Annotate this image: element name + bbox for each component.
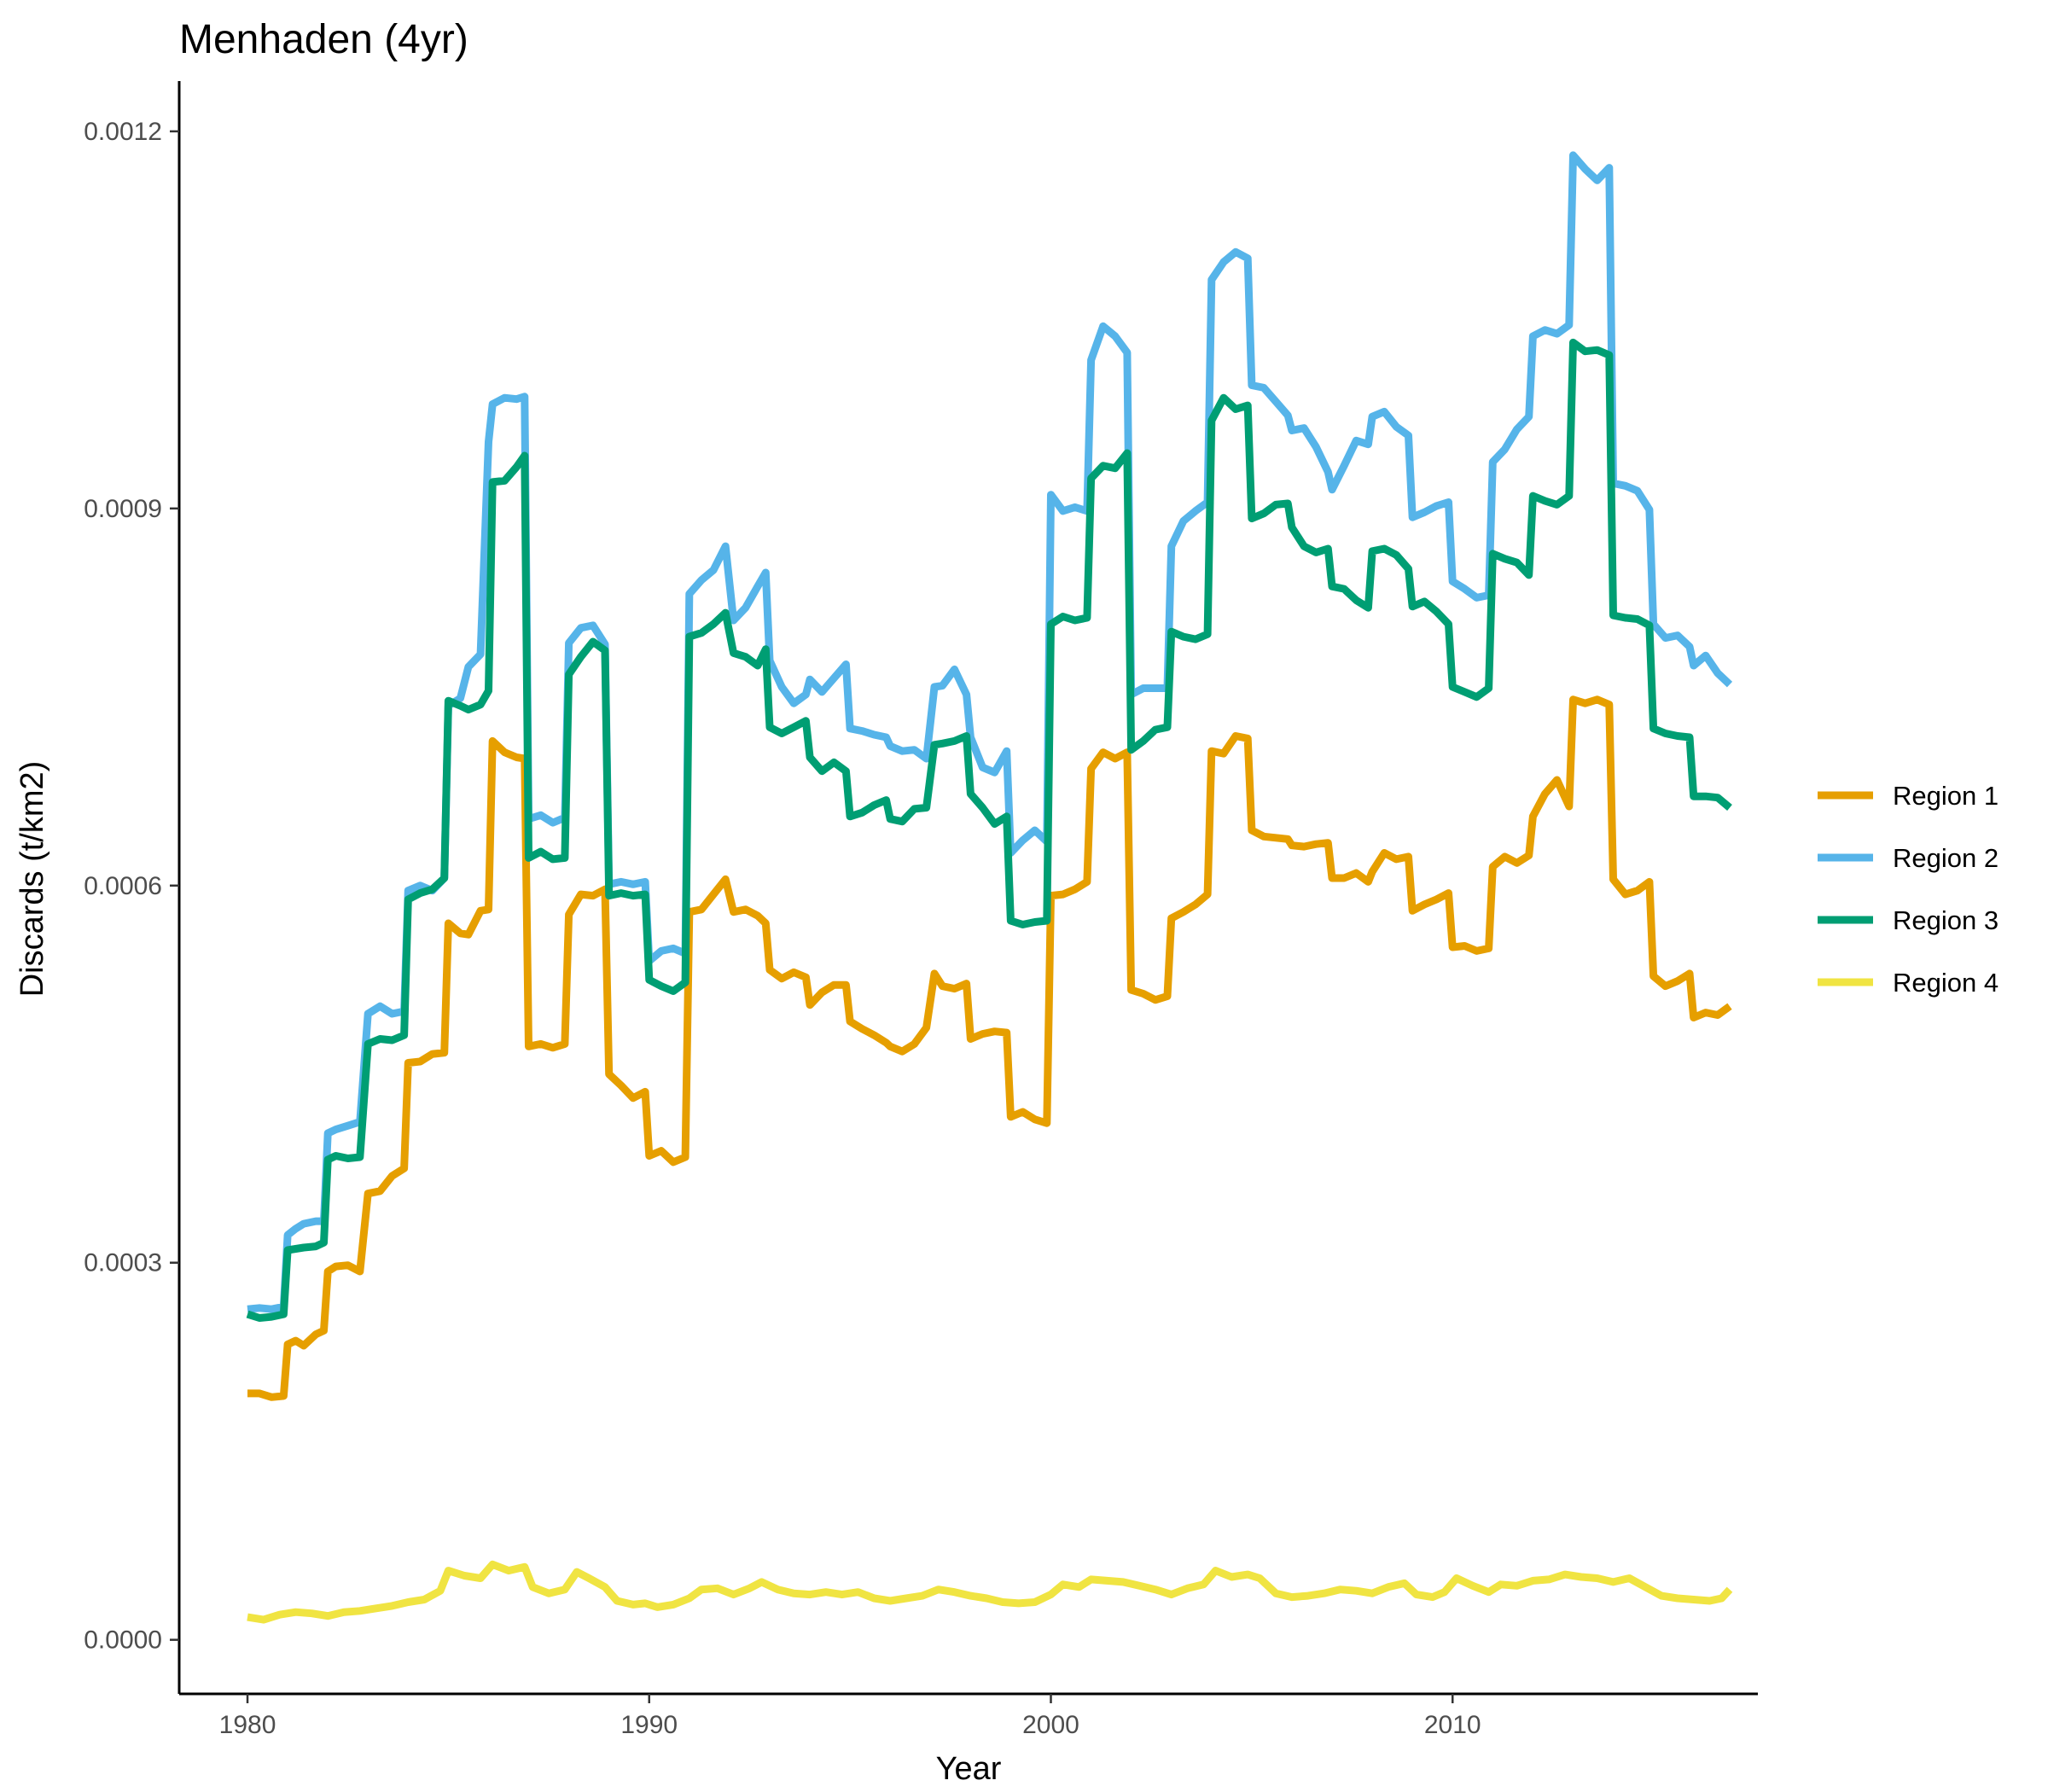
chart-title: Menhaden (4yr) <box>179 17 468 62</box>
y-tick-label: 0.0006 <box>84 872 162 900</box>
x-tick-label: 2000 <box>1022 1711 1079 1739</box>
legend-label: Region 4 <box>1893 968 1999 998</box>
x-axis-ticks: 1980 1990 2000 2010 <box>219 1694 1481 1739</box>
y-tick-label: 0.0012 <box>84 118 162 146</box>
series-lines <box>246 151 1733 1624</box>
y-tick-label: 0.0009 <box>84 495 162 523</box>
legend-label: Region 1 <box>1893 781 1999 811</box>
y-axis-ticks: 0.0000 0.0003 0.0006 0.0009 0.0012 <box>84 118 179 1655</box>
x-tick-label: 1980 <box>219 1711 276 1739</box>
y-tick-label: 0.0000 <box>84 1626 162 1655</box>
x-tick-label: 1990 <box>620 1711 678 1739</box>
y-tick-label: 0.0003 <box>84 1249 162 1277</box>
series-line-region-2 <box>247 151 1733 1313</box>
y-axis-title: Discards (t/km2) <box>15 761 50 998</box>
legend-label: Region 3 <box>1893 905 1999 935</box>
legend-label: Region 2 <box>1893 843 1999 873</box>
series-line-region-1 <box>247 695 1732 1401</box>
series-line-region-4 <box>247 1560 1733 1624</box>
legend: Region 1 Region 2 Region 3 Region 4 <box>1818 781 1999 998</box>
x-tick-label: 2010 <box>1424 1711 1481 1739</box>
series-line-region-3 <box>246 338 1732 1322</box>
plot-area: 0.0000 0.0003 0.0006 0.0009 0.0012 1980 1990 2… <box>84 81 1758 1739</box>
x-axis-title: Year <box>936 1751 1002 1787</box>
